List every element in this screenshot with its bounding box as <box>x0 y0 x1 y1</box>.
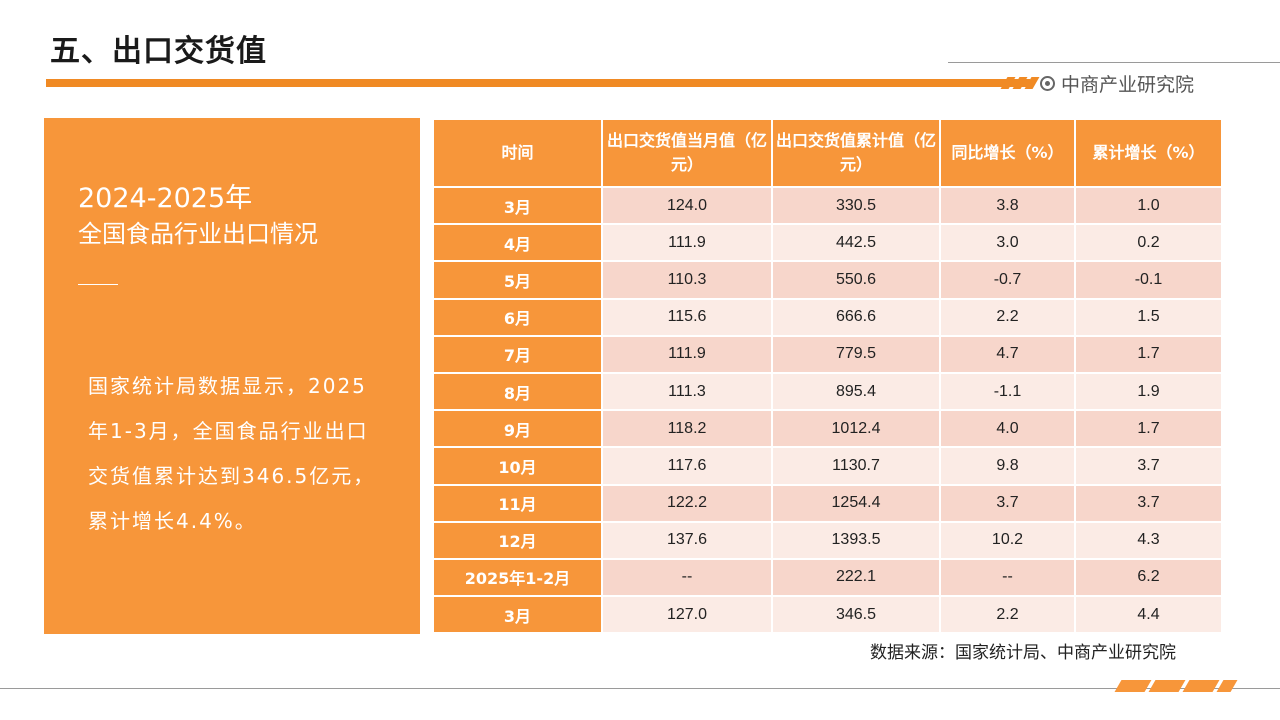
footer-divider <box>0 688 1280 689</box>
row-period-cell: 7月 <box>434 335 603 374</box>
row-value-cell: 117.6 <box>602 447 773 486</box>
table-row: 10月 117.6 1130.7 9.8 3.7 <box>434 447 1221 486</box>
col-header-monthly-value: 出口交货值当月值（亿元） <box>602 120 773 188</box>
summary-divider <box>78 284 118 285</box>
col-header-cumulative-growth: 累计增长（%） <box>1075 120 1221 188</box>
brand-logo: 中商产业研究院 <box>1040 70 1194 96</box>
row-value-cell: 346.5 <box>772 596 941 635</box>
table-row: 4月 111.9 442.5 3.0 0.2 <box>434 224 1221 263</box>
brand-circle-icon <box>1040 75 1055 91</box>
row-value-cell: -- <box>940 558 1076 598</box>
row-value-cell: 779.5 <box>772 335 941 374</box>
row-period-cell: 2025年1-2月 <box>434 558 603 598</box>
row-period-cell: 6月 <box>434 298 603 337</box>
row-value-cell: 3.7 <box>1075 484 1221 523</box>
row-value-cell: 10.2 <box>940 521 1076 560</box>
row-period-cell: 4月 <box>434 224 603 263</box>
row-value-cell: 1012.4 <box>772 410 941 449</box>
row-value-cell: 1.0 <box>1075 187 1221 226</box>
row-value-cell: 1.7 <box>1075 410 1221 449</box>
export-value-table: 时间 出口交货值当月值（亿元） 出口交货值累计值（亿元） 同比增长（%） 累计增… <box>434 120 1221 635</box>
row-value-cell: 3.8 <box>940 187 1076 226</box>
row-value-cell: 3.7 <box>1075 447 1221 486</box>
row-value-cell: 111.9 <box>602 335 773 374</box>
summary-year: 2024-2025年 <box>78 183 253 214</box>
row-value-cell: 1393.5 <box>772 521 941 560</box>
footer-stripes-decoration <box>1112 680 1242 692</box>
col-header-cumulative-value: 出口交货值累计值（亿元） <box>772 120 941 188</box>
table-row: 3月 124.0 330.5 3.8 1.0 <box>434 187 1221 226</box>
row-value-cell: 118.2 <box>602 410 773 449</box>
data-source-note: 数据来源：国家统计局、中商产业研究院 <box>870 643 1176 663</box>
row-value-cell: 137.6 <box>602 521 773 560</box>
col-header-time: 时间 <box>434 120 603 188</box>
page-title: 五、出口交货值 <box>50 34 267 69</box>
row-value-cell: 3.0 <box>940 224 1076 263</box>
col-header-yoy-growth: 同比增长（%） <box>940 120 1076 188</box>
table-row: 7月 111.9 779.5 4.7 1.7 <box>434 335 1221 374</box>
summary-text: 国家统计局数据显示，2025年1-3月，全国食品行业出口交货值累计达到346.5… <box>88 374 376 533</box>
row-value-cell: 122.2 <box>602 484 773 523</box>
row-value-cell: 2.2 <box>940 298 1076 337</box>
row-value-cell: 1.5 <box>1075 298 1221 337</box>
table-row: 3月 127.0 346.5 2.2 4.4 <box>434 596 1221 635</box>
row-value-cell: 2.2 <box>940 596 1076 635</box>
row-value-cell: 124.0 <box>602 187 773 226</box>
row-value-cell: 1130.7 <box>772 447 941 486</box>
row-period-cell: 3月 <box>434 596 603 635</box>
row-value-cell: 115.6 <box>602 298 773 337</box>
table-row: 6月 115.6 666.6 2.2 1.5 <box>434 298 1221 337</box>
row-value-cell: 1.7 <box>1075 335 1221 374</box>
row-value-cell: 6.2 <box>1075 558 1221 598</box>
row-value-cell: 1254.4 <box>772 484 941 523</box>
row-value-cell: -1.1 <box>940 372 1076 412</box>
row-value-cell: -0.7 <box>940 261 1076 300</box>
row-value-cell: 4.3 <box>1075 521 1221 560</box>
table-row: 2025年1-2月 -- 222.1 -- 6.2 <box>434 558 1221 598</box>
row-value-cell: -0.1 <box>1075 261 1221 300</box>
summary-subtitle: 全国食品行业出口情况 <box>78 220 318 248</box>
row-period-cell: 10月 <box>434 447 603 486</box>
row-value-cell: -- <box>602 558 773 598</box>
header-stripes-decoration <box>1000 77 1040 89</box>
row-period-cell: 9月 <box>434 410 603 449</box>
row-value-cell: 4.0 <box>940 410 1076 449</box>
row-value-cell: 1.9 <box>1075 372 1221 412</box>
row-value-cell: 895.4 <box>772 372 941 412</box>
row-value-cell: 111.3 <box>602 372 773 412</box>
row-value-cell: 0.2 <box>1075 224 1221 263</box>
title-underline-bar <box>46 79 1030 87</box>
header-divider <box>948 62 1280 63</box>
table-row: 9月 118.2 1012.4 4.0 1.7 <box>434 410 1221 449</box>
table-row: 5月 110.3 550.6 -0.7 -0.1 <box>434 261 1221 300</box>
row-value-cell: 666.6 <box>772 298 941 337</box>
row-period-cell: 12月 <box>434 521 603 560</box>
row-value-cell: 4.4 <box>1075 596 1221 635</box>
table-row: 12月 137.6 1393.5 10.2 4.3 <box>434 521 1221 560</box>
row-value-cell: 442.5 <box>772 224 941 263</box>
row-value-cell: 3.7 <box>940 484 1076 523</box>
row-value-cell: 127.0 <box>602 596 773 635</box>
row-value-cell: 550.6 <box>772 261 941 300</box>
row-value-cell: 4.7 <box>940 335 1076 374</box>
row-value-cell: 222.1 <box>772 558 941 598</box>
row-value-cell: 111.9 <box>602 224 773 263</box>
row-period-cell: 5月 <box>434 261 603 300</box>
row-value-cell: 110.3 <box>602 261 773 300</box>
row-period-cell: 11月 <box>434 484 603 523</box>
row-period-cell: 3月 <box>434 187 603 226</box>
table-header-row: 时间 出口交货值当月值（亿元） 出口交货值累计值（亿元） 同比增长（%） 累计增… <box>434 120 1221 188</box>
summary-panel: 2024-2025年 全国食品行业出口情况 国家统计局数据显示，2025年1-3… <box>44 118 420 634</box>
row-value-cell: 330.5 <box>772 187 941 226</box>
table-row: 8月 111.3 895.4 -1.1 1.9 <box>434 372 1221 412</box>
row-period-cell: 8月 <box>434 372 603 412</box>
row-value-cell: 9.8 <box>940 447 1076 486</box>
brand-name: 中商产业研究院 <box>1061 73 1195 96</box>
table-row: 11月 122.2 1254.4 3.7 3.7 <box>434 484 1221 523</box>
